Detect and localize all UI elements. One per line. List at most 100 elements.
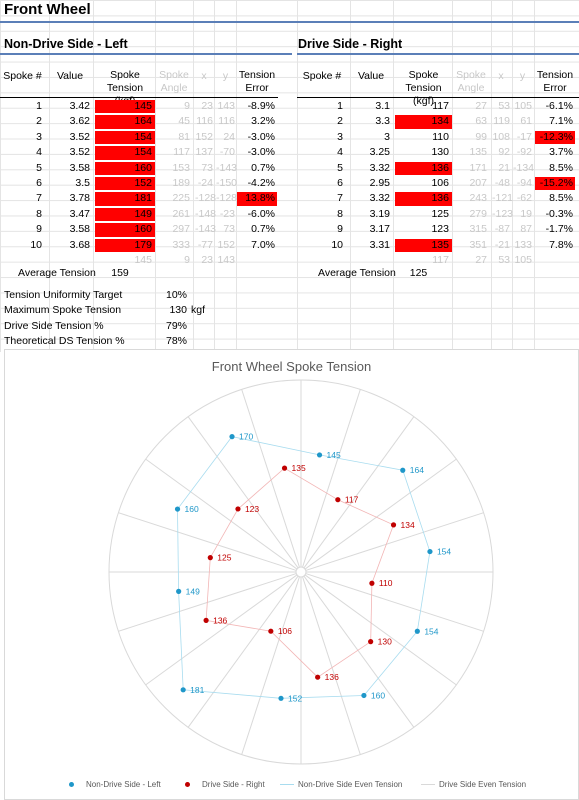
- ds-data-point: [235, 506, 241, 512]
- right-spoke-number: 7: [337, 192, 343, 205]
- setting-value[interactable]: 10%: [165, 289, 187, 301]
- left-tension-error: -4.2%: [247, 177, 275, 189]
- legend-item[interactable]: Non-Drive Side Even Tension: [280, 780, 402, 789]
- right-spoke-y: 19: [520, 207, 532, 220]
- setting-value[interactable]: 130: [169, 304, 187, 317]
- right-spoke-angle: 27: [475, 100, 487, 112]
- left-header-value: Value: [56, 70, 84, 82]
- left-average-value: 159: [111, 267, 129, 280]
- left-spoke-value: 3.68: [69, 238, 90, 251]
- ds-data-point: [369, 580, 375, 586]
- right-average-value: 125: [409, 267, 428, 280]
- left-spoke-number: 5: [36, 161, 42, 174]
- right-spoke-tension: 135: [395, 238, 452, 252]
- left-spoke-x: -148: [195, 207, 217, 220]
- left-spoke-angle: 9: [184, 100, 190, 112]
- nds-data-point: [427, 548, 433, 555]
- left-spoke-value: 3.78: [69, 192, 90, 205]
- left-spoke-number: 1: [36, 100, 42, 112]
- right-spoke-value: 3.25: [369, 146, 390, 159]
- legend-label: Non-Drive Side Even Tension: [298, 780, 403, 789]
- left-spoke-tension: 160: [95, 161, 155, 175]
- grid-spoke-line: [304, 458, 457, 570]
- right-spoke-angle: 351: [469, 238, 487, 251]
- left-spoke-tension: 160: [95, 223, 155, 237]
- left-average-label: Average Tension: [18, 267, 96, 280]
- left-spoke-value: 3.52: [69, 130, 90, 143]
- left-spoke-x: -143: [195, 223, 217, 236]
- ds-data-label: 130: [378, 637, 392, 647]
- left-spoke-tension: 149: [95, 207, 155, 222]
- nds-data-point: [176, 588, 182, 594]
- grid-spoke-line: [305, 573, 484, 632]
- nds-data-label: 154: [424, 626, 438, 636]
- right-spoke-value: 3.19: [369, 207, 390, 220]
- setting-value[interactable]: 79%: [165, 319, 187, 332]
- right-average-label: Average Tension: [318, 267, 396, 280]
- left-spoke-y: 143: [217, 100, 235, 112]
- right-header-value: Value: [357, 70, 385, 82]
- left-spoke-tension: 154: [95, 130, 155, 145]
- ds-data-point: [390, 522, 397, 528]
- right-spoke-number: 3: [337, 130, 343, 143]
- right-spoke-y: -92: [516, 146, 532, 159]
- setting-label: Theoretical DS Tension %: [4, 335, 125, 348]
- ds-data-point: [207, 555, 213, 561]
- right-spoke-tension: 136: [395, 192, 452, 206]
- right-spoke-value: 3.1: [375, 100, 390, 112]
- right-spoke-tension: 106: [431, 177, 449, 189]
- nds-data-label: 164: [410, 465, 424, 475]
- right-header-rule: [297, 97, 579, 98]
- right-spoke-tension: 123: [431, 223, 449, 236]
- ds-data-label: 123: [245, 504, 259, 514]
- left-spoke-number: 6: [36, 177, 42, 189]
- right-spoke-value: 3: [384, 130, 390, 143]
- nds-data-point: [174, 506, 181, 512]
- left-spoke-number: 9: [36, 223, 42, 236]
- right-spoke-x: -87: [494, 223, 510, 236]
- left-spoke-y: 116: [218, 115, 235, 128]
- left-extra-angle: 9: [184, 254, 190, 266]
- setting-label: Maximum Spoke Tension: [4, 304, 122, 317]
- sheet-title: Front Wheel: [4, 1, 91, 18]
- left-spoke-angle: 261: [172, 207, 190, 220]
- right-spoke-x: -123: [492, 207, 514, 220]
- right-spoke-x: 53: [498, 100, 510, 112]
- right-spoke-y: 133: [514, 238, 532, 251]
- grid-spoke-line: [145, 458, 298, 570]
- right-spoke-tension: 117: [432, 100, 449, 112]
- left-spoke-angle: 45: [178, 115, 190, 128]
- grid-col-line: [297, 0, 298, 352]
- grid-spoke-line: [241, 389, 300, 568]
- setting-value[interactable]: 78%: [165, 335, 187, 348]
- grid-col-line: [452, 0, 453, 352]
- legend-item[interactable]: Drive Side - Right: [185, 780, 265, 789]
- nds-data-label: 160: [371, 690, 385, 700]
- left-header-angle: Spoke Angle: [159, 69, 189, 94]
- left-spoke-y: -23: [219, 207, 235, 220]
- right-spoke-x: -48: [494, 177, 510, 189]
- spoke-tension-chart[interactable]: Front Wheel Spoke Tension 145 164 154 154 16…: [4, 349, 579, 800]
- legend-item[interactable]: Non-Drive Side - Left: [69, 780, 161, 789]
- left-header-tension: Spoke Tension (kgf): [106, 69, 144, 107]
- right-extra-tension: 117: [432, 254, 449, 266]
- right-tension-error: 8.5%: [549, 192, 573, 205]
- nds-data-point: [361, 692, 367, 699]
- grid-spoke-line: [305, 512, 484, 571]
- right-spoke-tension: 130: [431, 146, 449, 159]
- left-spoke-x: 137: [195, 146, 213, 159]
- right-section-underline: [297, 53, 579, 55]
- right-spoke-angle: 243: [469, 192, 487, 205]
- right-header-tension: Spoke Tension (kgf): [405, 69, 442, 107]
- right-tension-error: 8.5%: [549, 161, 573, 174]
- setting-label: Drive Side Tension %: [4, 319, 104, 332]
- right-spoke-tension: 125: [431, 207, 449, 220]
- left-spoke-y: 152: [217, 238, 235, 251]
- left-spoke-tension: 164: [95, 115, 155, 129]
- left-spoke-y: -143: [216, 161, 238, 174]
- right-spoke-x: -121: [492, 192, 514, 205]
- nds-data-label: 160: [185, 504, 199, 514]
- legend-line-icon: [421, 784, 435, 786]
- ds-data-point: [335, 497, 341, 503]
- legend-item[interactable]: Drive Side Even Tension: [421, 780, 526, 789]
